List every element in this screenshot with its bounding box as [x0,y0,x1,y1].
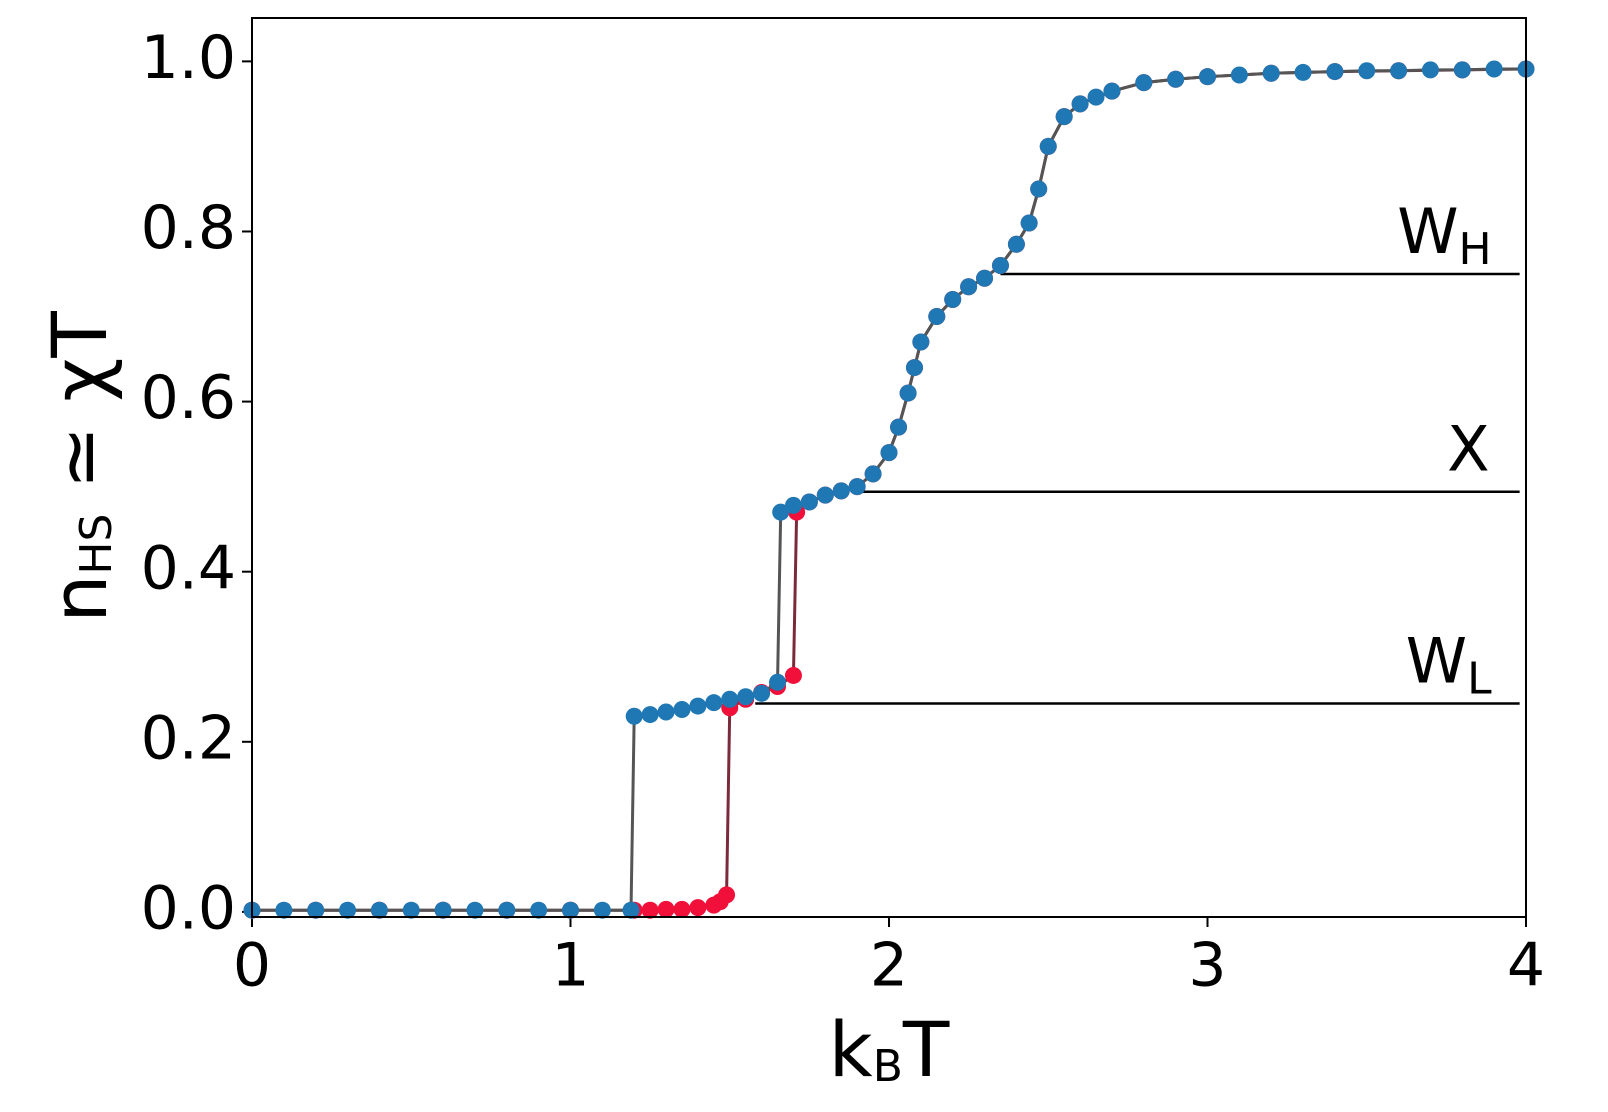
data-point [1358,62,1376,80]
data-point [307,901,325,919]
data-point [1262,64,1280,82]
y-axis-label: nHS ≃ χT [35,311,124,623]
data-point [1055,108,1073,126]
data-point [1453,61,1471,79]
data-point [641,901,659,919]
data-point [1390,62,1408,80]
data-point [899,384,917,402]
data-point [1326,63,1344,81]
x-tick-label: 1 [551,931,589,1001]
label-main: X [1447,413,1489,486]
data-point [1199,68,1216,86]
reference-label: X [1447,413,1489,486]
data-point [890,418,908,436]
label-main: W [1397,195,1458,268]
data-point [370,901,388,919]
data-point [905,359,923,377]
data-point [976,269,994,287]
y-tick-label: 0.6 [141,363,236,433]
data-point [1071,95,1089,113]
data-point [339,901,357,919]
y-tick-label: 0.8 [141,193,236,263]
data-point [705,694,723,712]
data-point [1020,214,1038,232]
data-point [1030,180,1048,198]
data-point [800,493,818,511]
data-point [689,899,707,917]
data-point [689,697,707,715]
data-point [991,257,1009,275]
x-tick-label: 2 [870,931,908,1001]
data-point [718,886,736,904]
x-axis-label: kBT [829,1005,950,1094]
data-point [498,901,516,919]
data-point [928,308,946,326]
data-point [1230,66,1248,84]
data-point [960,278,978,296]
reference-label: WL [1406,625,1492,705]
series-line [252,67,1527,912]
label-main: W [1406,625,1467,698]
data-point [275,901,293,919]
data-point [673,900,691,918]
data-point [657,900,675,918]
data-point [912,333,930,351]
data-point [1294,63,1312,81]
y-tick-label: 0.0 [141,873,236,943]
y-tick-label: 0.4 [141,533,236,603]
x-tick-label: 0 [233,931,271,1001]
data-point [1135,74,1153,92]
data-point [769,673,787,691]
data-point [530,901,548,919]
data-point [625,707,643,725]
x-tick-label: 3 [1188,931,1226,1001]
data-point [657,703,675,721]
data-point [622,901,640,919]
data-point [673,700,691,718]
data-point [1007,235,1025,253]
data-point [944,291,962,309]
data-point [772,503,790,521]
data-point [434,901,452,919]
data-point [1421,61,1439,79]
label-sub: H [1459,224,1492,275]
data-point [880,444,898,462]
data-point [562,901,579,919]
data-point [864,465,882,483]
label-sub: L [1467,654,1492,705]
data-point [1485,60,1503,78]
data-point [737,688,755,706]
data-point [832,482,850,500]
data-point [1039,137,1057,155]
y-tick-label: 1.0 [141,23,236,93]
data-point [784,496,802,514]
plot-frame [251,17,1527,918]
data-point [593,901,611,919]
reference-label: WH [1397,195,1491,275]
y-tick-label: 0.2 [141,703,236,773]
data-point [721,690,739,708]
series-line [252,67,1526,912]
data-point [1167,70,1185,88]
data-point [784,666,802,684]
data-point [848,478,866,496]
data-point [1087,88,1105,106]
data-point [1103,82,1121,100]
data-point [816,486,834,504]
x-tick-label: 4 [1507,931,1545,1001]
data-point [753,684,771,702]
data-point [402,901,420,919]
data-point [641,706,659,724]
data-point [466,901,484,919]
